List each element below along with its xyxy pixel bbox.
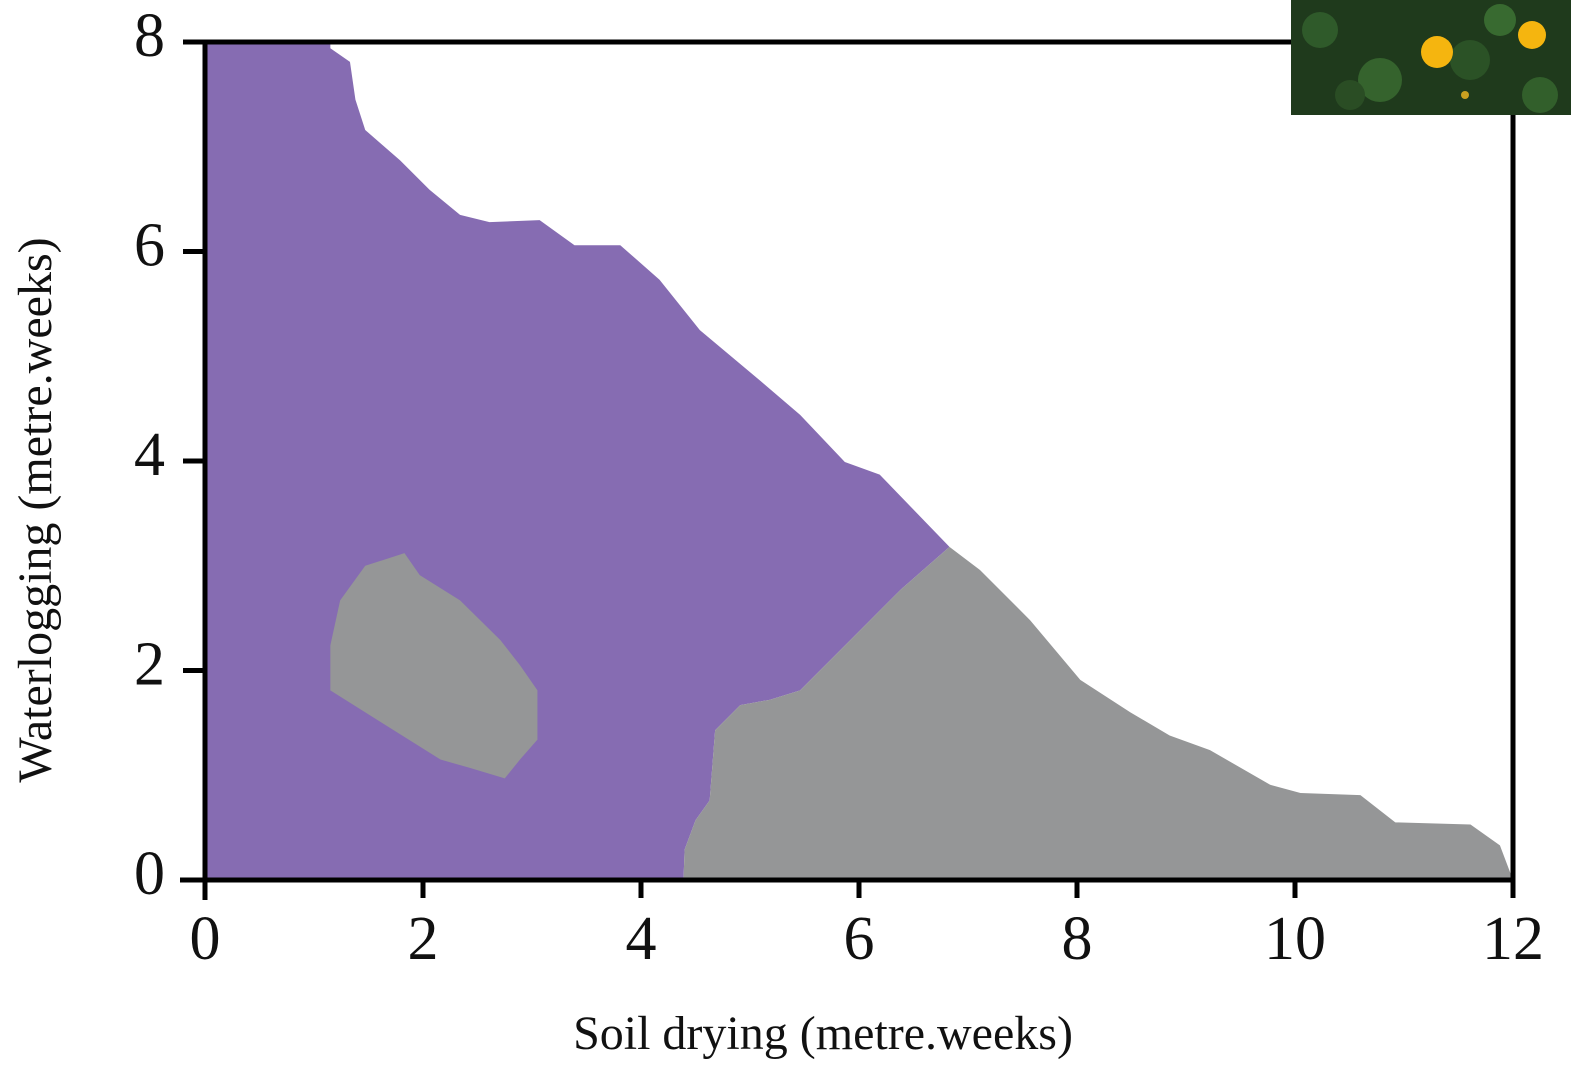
leaf — [1335, 80, 1365, 110]
x-tick-label: 0 — [190, 905, 221, 973]
y-tick-label: 2 — [134, 631, 165, 699]
x-tick-label: 4 — [626, 905, 657, 973]
region — [330, 553, 538, 779]
y-axis-label: Waterlogging (metre.weeks) — [9, 237, 62, 782]
flower — [1518, 21, 1546, 49]
x-tick-label: 6 — [844, 905, 875, 973]
x-tick-label: 10 — [1264, 905, 1326, 973]
y-tick-label: 0 — [134, 840, 165, 908]
flower — [1461, 91, 1469, 99]
leaf — [1358, 58, 1402, 102]
flower — [1421, 36, 1453, 68]
x-tick-label: 2 — [408, 905, 439, 973]
leaf — [1302, 12, 1338, 48]
x-tick-label: 8 — [1062, 905, 1093, 973]
leaf — [1484, 4, 1516, 36]
x-axis-label: Soil drying (metre.weeks) — [573, 1007, 1073, 1060]
region — [683, 546, 1513, 880]
leaf — [1450, 40, 1490, 80]
y-tick-label: 4 — [134, 421, 165, 489]
x-tick-label: 12 — [1482, 905, 1544, 973]
leaf — [1522, 77, 1558, 113]
photo-inset — [1291, 0, 1571, 115]
y-tick-label: 6 — [134, 212, 165, 280]
y-tick-label: 8 — [134, 2, 165, 70]
